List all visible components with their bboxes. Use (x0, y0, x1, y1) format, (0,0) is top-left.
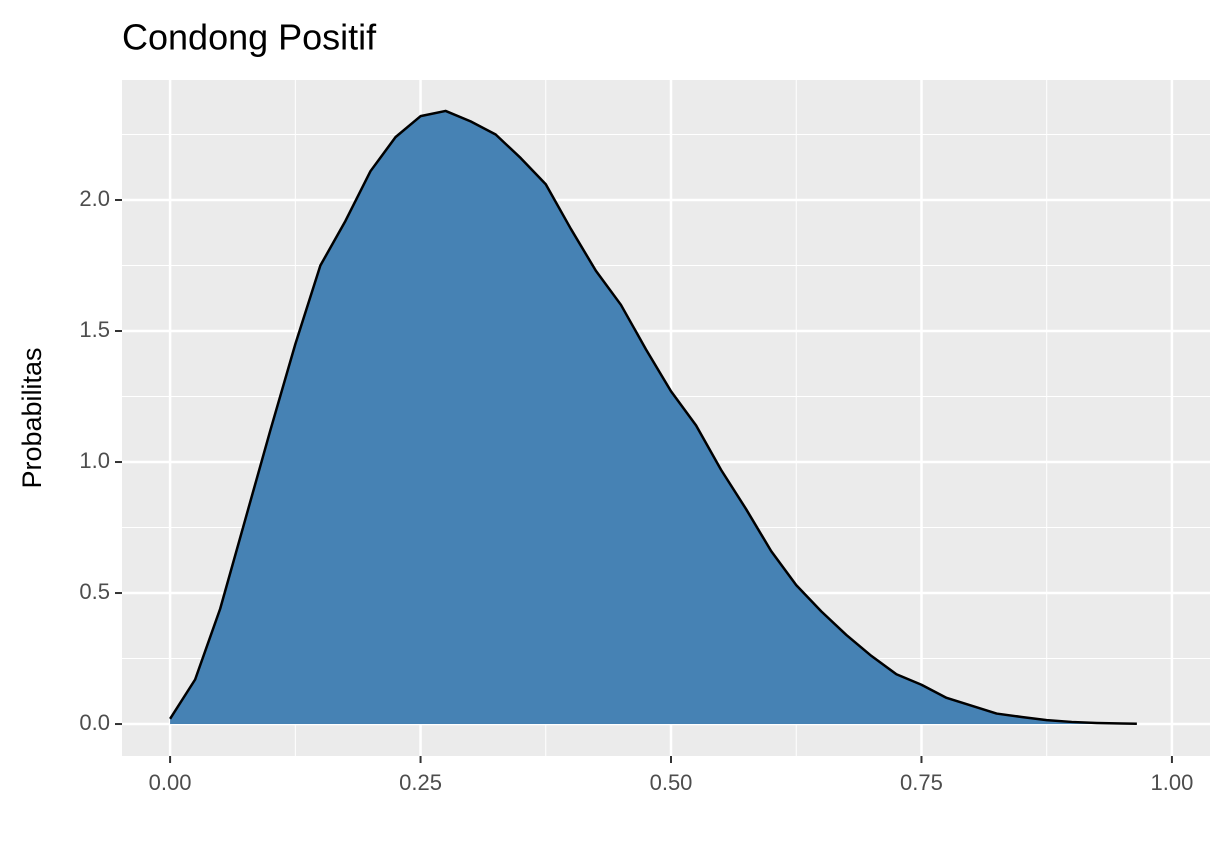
y-axis-label: Probabilitas (17, 347, 47, 488)
area-fill (170, 110, 1137, 725)
x-tick-label: 1.00 (1151, 770, 1194, 795)
y-tick-label: 0.0 (79, 710, 110, 735)
chart-title: Condong Positif (122, 17, 377, 58)
x-tick-label: 0.50 (650, 770, 693, 795)
y-tick-label: 1.0 (79, 448, 110, 473)
x-tick-label: 0.00 (149, 770, 192, 795)
y-tick-label: 0.5 (79, 579, 110, 604)
density-line (169, 109, 1137, 726)
y-tick-label: 1.5 (79, 317, 110, 342)
x-tick-label: 0.75 (900, 770, 943, 795)
x-tick-label: 0.25 (399, 770, 442, 795)
y-tick-label: 2.0 (79, 186, 110, 211)
